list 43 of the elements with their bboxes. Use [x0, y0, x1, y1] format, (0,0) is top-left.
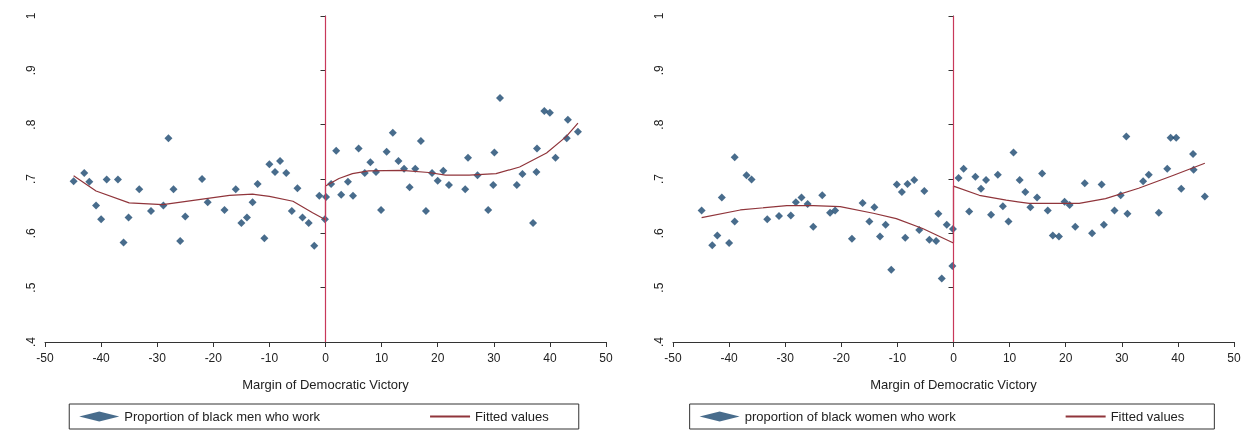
legend-label: Proportion of black men who work: [124, 409, 321, 424]
legend-label: Fitted values: [475, 409, 550, 424]
x-tick-label: 20: [431, 351, 445, 365]
y-tick-label: .8: [24, 119, 38, 130]
x-tick-label: 30: [487, 351, 501, 365]
x-tick-label: -40: [92, 351, 111, 365]
y-tick-label: .4: [652, 336, 666, 348]
y-tick-label: .5: [652, 282, 666, 293]
x-tick-label: 50: [599, 351, 613, 365]
y-tick-label: .9: [24, 65, 38, 76]
x-axis-title: Margin of Democratic Victory: [242, 377, 410, 392]
x-tick-label: 10: [1002, 351, 1017, 365]
x-tick-label: -50: [664, 351, 682, 365]
y-tick-label: .4: [24, 336, 38, 348]
y-tick-label: .7: [24, 173, 38, 185]
x-tick-label: -10: [888, 351, 907, 365]
x-tick-label: 0: [950, 351, 958, 365]
x-tick-label: 50: [1227, 351, 1241, 365]
y-tick-label: .5: [24, 282, 38, 293]
y-tick-label: .6: [24, 228, 38, 239]
legend-label: proportion of black women who work: [744, 409, 957, 424]
x-tick-label: -20: [204, 351, 223, 365]
y-tick-label: .7: [652, 173, 666, 185]
x-tick-label: 20: [1059, 351, 1073, 365]
x-tick-label: 30: [1115, 351, 1129, 365]
y-tick-label: .6: [652, 228, 666, 239]
x-tick-label: 10: [374, 351, 389, 365]
x-tick-label: -50: [36, 351, 54, 365]
y-tick-label: 1: [24, 12, 38, 20]
x-axis-title: Margin of Democratic Victory: [870, 377, 1038, 392]
x-tick-label: 40: [1171, 351, 1185, 365]
y-tick-label: .9: [652, 65, 666, 76]
y-tick-label: 1: [652, 12, 666, 20]
legend-label: Fitted values: [1110, 409, 1185, 424]
line-series: [701, 162, 1206, 244]
x-tick-label: -10: [260, 351, 279, 365]
x-tick-label: 40: [543, 351, 557, 365]
x-tick-label: -40: [720, 351, 739, 365]
x-tick-label: -30: [776, 351, 795, 365]
x-tick-label: 0: [322, 351, 330, 365]
x-tick-label: -30: [148, 351, 167, 365]
x-tick-label: -20: [832, 351, 851, 365]
y-tick-label: .8: [652, 119, 666, 130]
